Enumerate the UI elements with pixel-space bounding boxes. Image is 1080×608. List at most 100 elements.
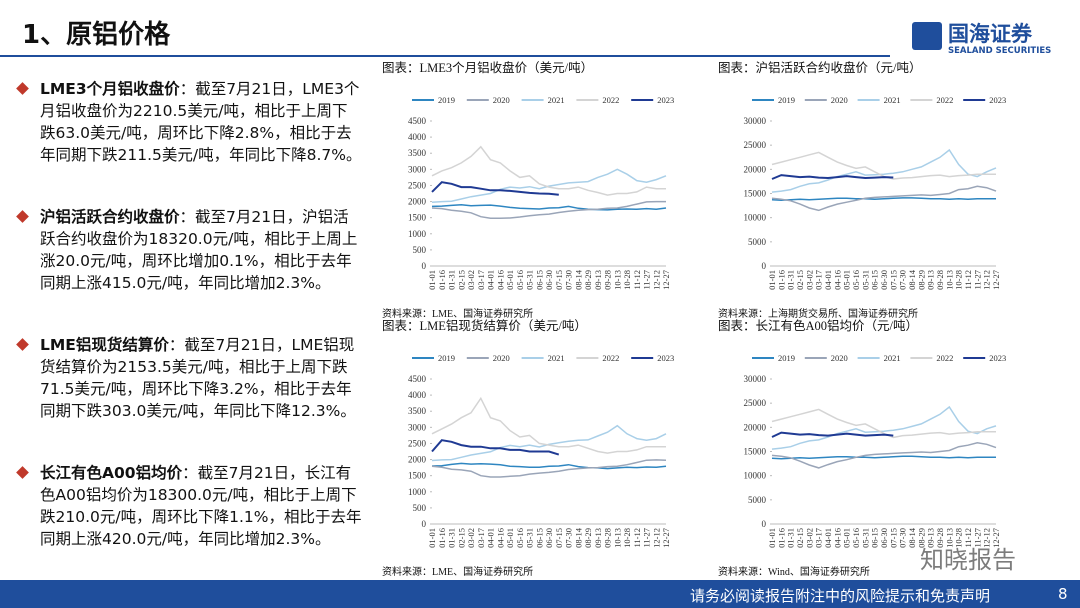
x-tick-label: 01-31 [786, 270, 796, 290]
header-rule [0, 55, 890, 57]
x-tick-label: 06-15 [870, 528, 880, 548]
legend-label: 2020 [831, 95, 848, 105]
logo-icon [912, 22, 942, 50]
x-tick-label: 09-13 [926, 528, 936, 548]
disclaimer: 请务必阅读报告附注中的风险提示和免责声明 [690, 587, 991, 605]
series-line [771, 174, 894, 180]
y-tick-label: 1500 [408, 213, 427, 223]
legend-label: 2019 [438, 95, 455, 105]
x-tick-label: 10-28 [954, 528, 964, 548]
y-tick-label: 4000 [408, 132, 427, 142]
chart-source: 资料来源：Wind、国海证券研究所 [718, 565, 870, 578]
x-tick-label: 07-30 [898, 270, 908, 290]
y-tick-label: 10000 [744, 471, 767, 481]
x-tick-label: 03-17 [814, 528, 824, 548]
series-line [431, 168, 667, 203]
legend-label: 2021 [548, 95, 565, 105]
x-tick-label: 12-12 [982, 270, 992, 290]
x-tick-label: 05-31 [525, 270, 535, 290]
x-tick-label: 03-02 [804, 270, 814, 290]
bullet: 沪铝活跃合约收盘价：截至7月21日，沪铝活跃合约收盘价为18320.0元/吨，相… [16, 206, 362, 294]
series-line [771, 197, 996, 202]
x-tick-label: 04-16 [495, 528, 505, 548]
series-line [771, 431, 894, 438]
legend-label: 2019 [778, 95, 795, 105]
y-tick-label: 2000 [408, 455, 427, 465]
y-tick-label: 500 [413, 245, 427, 255]
x-tick-label: 04-01 [486, 528, 496, 548]
x-tick-label: 03-02 [804, 528, 814, 548]
x-tick-label: 05-16 [515, 270, 525, 290]
bullet-label: LME3个月铝收盘价 [40, 80, 180, 98]
series-line [771, 405, 997, 450]
x-tick-label: 07-30 [564, 270, 574, 290]
x-tick-label: 10-13 [944, 270, 954, 290]
x-tick-label: 05-31 [525, 528, 535, 548]
legend-label: 2022 [602, 353, 619, 363]
legend-label: 2023 [989, 95, 1006, 105]
x-tick-label: 11-27 [972, 528, 982, 548]
x-tick-label: 12-27 [991, 528, 1001, 548]
x-tick-label: 10-28 [954, 270, 964, 290]
y-tick-label: 4000 [408, 390, 427, 400]
x-tick-label: 10-13 [612, 270, 622, 290]
x-tick-label: 10-13 [944, 528, 954, 548]
bullet-text: ：截至7月21日，长江有色A00铝均价为18300.0元/吨，相比于上周下跌21… [40, 464, 362, 548]
x-tick-label: 05-01 [505, 270, 515, 290]
legend-label: 2021 [884, 353, 901, 363]
x-tick-label: 05-01 [505, 528, 515, 548]
legend-label: 2023 [657, 95, 674, 105]
x-tick-label: 01-16 [776, 270, 786, 290]
x-tick-label: 06-30 [879, 528, 889, 548]
x-tick-label: 06-30 [879, 270, 889, 290]
x-tick-label: 12-12 [651, 528, 661, 548]
x-tick-label: 05-16 [851, 528, 861, 548]
series-line [771, 151, 996, 180]
series-line [431, 424, 667, 462]
x-tick-label: 01-16 [437, 270, 447, 290]
x-tick-label: 11-27 [972, 270, 982, 290]
x-tick-label: 09-13 [926, 270, 936, 290]
x-tick-label: 04-16 [832, 270, 842, 290]
x-tick-label: 05-16 [851, 270, 861, 290]
x-tick-label: 08-14 [907, 269, 917, 290]
legend-label: 2022 [936, 353, 953, 363]
x-tick-label: 11-12 [632, 270, 642, 290]
x-tick-label: 02-15 [456, 528, 466, 548]
y-tick-label: 1000 [408, 487, 427, 497]
bullet-text: ：截至7月21日，LME铝现货结算价为2153.5美元/吨，相比于上周下跌71.… [40, 336, 356, 420]
y-tick-label: 25000 [744, 140, 767, 150]
y-tick-label: 30000 [744, 116, 767, 126]
x-tick-label: 01-16 [776, 528, 786, 548]
x-tick-label: 07-15 [554, 528, 564, 548]
x-tick-label: 08-29 [916, 528, 926, 548]
y-tick-label: 25000 [744, 398, 767, 408]
x-tick-label: 04-16 [832, 528, 842, 548]
x-tick-label: 03-17 [476, 528, 486, 548]
x-tick-label: 10-28 [622, 528, 632, 548]
legend-label: 2019 [438, 353, 455, 363]
series-line [431, 439, 560, 456]
page-number: 8 [1058, 585, 1068, 603]
x-tick-label: 02-15 [795, 270, 805, 290]
x-tick-label: 01-01 [767, 528, 777, 548]
x-tick-label: 02-15 [795, 528, 805, 548]
chart-title: 图表：长江有色A00铝均价（元/吨） [718, 318, 918, 333]
bullet: LME铝现货结算价：截至7月21日，LME铝现货结算价为2153.5美元/吨，相… [16, 334, 362, 422]
y-tick-label: 20000 [744, 164, 767, 174]
y-tick-label: 15000 [744, 447, 767, 457]
bullet-text: ：截至7月21日，LME3个月铝收盘价为2210.5美元/吨，相比于上周下跌63… [40, 80, 362, 164]
x-tick-label: 07-15 [888, 270, 898, 290]
chart-source: 资料来源：上海期货交易所、国海证券研究所 [718, 307, 918, 320]
series-line [431, 459, 667, 478]
y-tick-label: 5000 [748, 495, 767, 505]
x-tick-label: 07-30 [898, 528, 908, 548]
x-tick-label: 05-01 [842, 270, 852, 290]
legend-label: 2020 [493, 353, 510, 363]
x-tick-label: 01-31 [447, 270, 457, 290]
x-tick-label: 01-16 [437, 528, 447, 548]
x-tick-label: 03-17 [814, 270, 824, 290]
logo-text: 国海证券 [948, 22, 1032, 46]
y-tick-label: 3500 [408, 148, 427, 158]
